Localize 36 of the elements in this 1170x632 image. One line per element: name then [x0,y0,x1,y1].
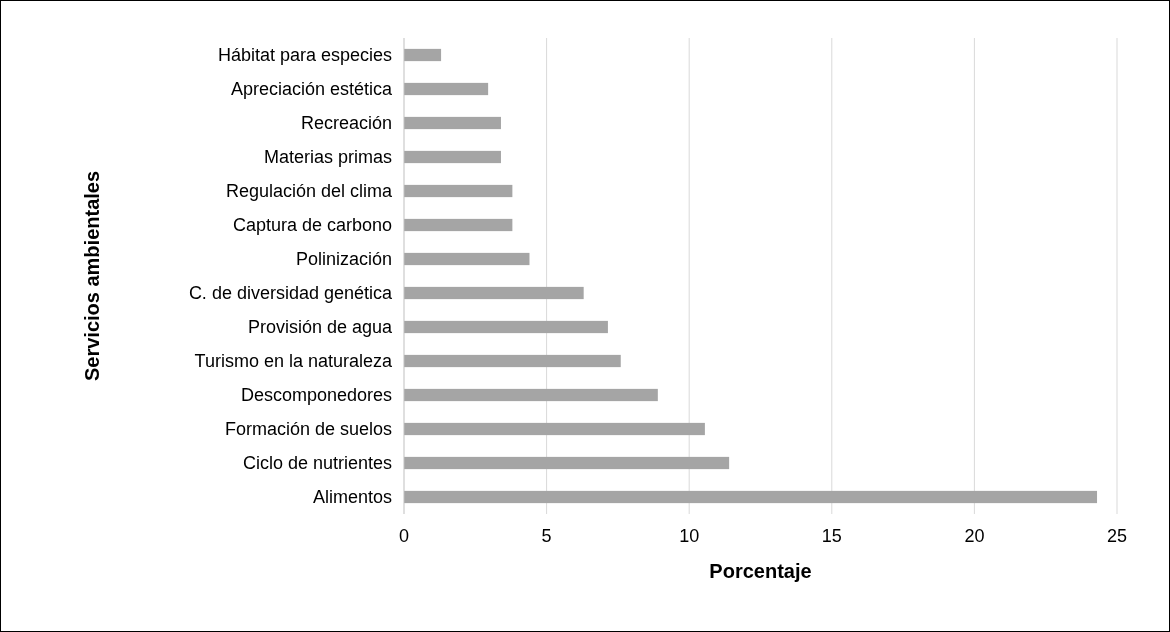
y-tick-label: C. de diversidad genética [188,283,393,304]
y-tick-label: Formación de suelos [224,419,392,440]
bar [404,218,513,232]
y-tick-label: Polinización [295,249,392,270]
x-tick-label: 0 [398,526,410,546]
bar [404,184,513,198]
bar [404,252,530,266]
y-tick-label: Recreación [300,113,392,134]
bar [404,456,730,470]
y-tick-label: Turismo en la naturaleza [194,351,393,372]
bar [404,490,1098,504]
bar [404,116,501,130]
y-tick-label: Materias primas [263,147,392,168]
bar [404,422,705,436]
bar [404,286,584,300]
y-tick-label: Hábitat para especies [217,45,392,66]
x-axis-title: Porcentaje [709,560,812,582]
x-tick-label: 10 [679,526,700,546]
bar [404,320,608,334]
y-tick-label: Descomponedores [240,385,392,406]
bar [404,388,658,402]
x-tick-label: 5 [541,526,552,546]
y-tick-label: Captura de carbono [232,215,392,236]
y-tick-label: Provisión de agua [247,317,393,338]
bar [404,82,489,96]
y-tick-label: Regulación del clima [225,181,393,202]
bar [404,354,621,368]
y-axis-title: Servicios ambientales [81,170,103,382]
x-tick-label: 20 [964,526,985,546]
bar [404,48,442,62]
x-tick-label: 15 [821,526,842,546]
x-tick-label: 25 [1106,526,1128,546]
y-tick-label: Apreciación estética [230,79,393,100]
bar [404,150,501,164]
y-tick-label: Ciclo de nutrientes [242,453,392,474]
y-tick-label: Alimentos [312,487,392,508]
